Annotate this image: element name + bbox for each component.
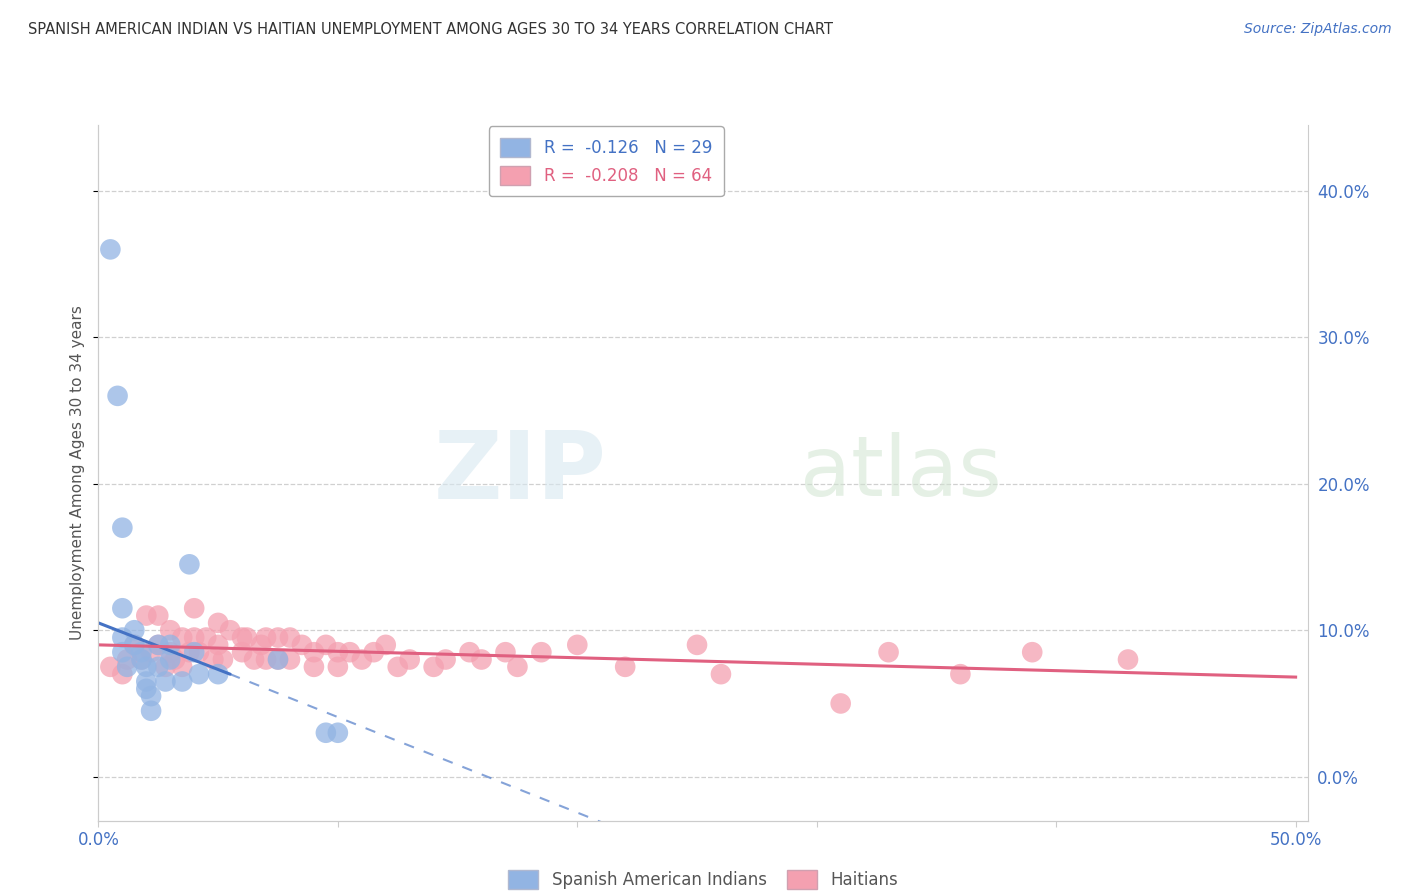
Point bbox=[107, 389, 129, 403]
Point bbox=[202, 652, 225, 666]
Point bbox=[291, 638, 314, 652]
Point bbox=[131, 652, 153, 666]
Point bbox=[614, 660, 637, 674]
Point bbox=[398, 652, 420, 666]
Point bbox=[949, 667, 972, 681]
Point bbox=[155, 660, 177, 674]
Point bbox=[111, 667, 134, 681]
Point bbox=[422, 660, 444, 674]
Point bbox=[267, 652, 290, 666]
Point bbox=[111, 645, 134, 659]
Point bbox=[278, 631, 301, 645]
Point bbox=[172, 660, 194, 674]
Point bbox=[830, 697, 852, 711]
Point bbox=[710, 667, 733, 681]
Point bbox=[243, 652, 266, 666]
Point bbox=[111, 521, 134, 535]
Point bbox=[135, 608, 157, 623]
Point bbox=[159, 624, 181, 638]
Point bbox=[183, 631, 205, 645]
Point bbox=[326, 660, 349, 674]
Point bbox=[231, 645, 253, 659]
Point bbox=[278, 652, 301, 666]
Point bbox=[139, 689, 162, 703]
Point bbox=[267, 631, 290, 645]
Point bbox=[434, 652, 457, 666]
Point bbox=[159, 652, 181, 666]
Point bbox=[183, 645, 205, 659]
Point bbox=[374, 638, 396, 652]
Point bbox=[135, 681, 157, 696]
Point bbox=[100, 243, 122, 257]
Point bbox=[172, 631, 194, 645]
Text: atlas: atlas bbox=[800, 433, 1001, 513]
Point bbox=[179, 645, 201, 659]
Point bbox=[212, 652, 235, 666]
Point bbox=[506, 660, 529, 674]
Point bbox=[124, 638, 146, 652]
Point bbox=[302, 660, 325, 674]
Point bbox=[159, 638, 181, 652]
Point bbox=[326, 645, 349, 659]
Point bbox=[159, 645, 181, 659]
Point bbox=[148, 608, 170, 623]
Point bbox=[135, 660, 157, 674]
Text: SPANISH AMERICAN INDIAN VS HAITIAN UNEMPLOYMENT AMONG AGES 30 TO 34 YEARS CORREL: SPANISH AMERICAN INDIAN VS HAITIAN UNEMP… bbox=[28, 22, 834, 37]
Point bbox=[111, 631, 134, 645]
Point bbox=[315, 725, 337, 739]
Point bbox=[267, 652, 290, 666]
Point bbox=[530, 645, 553, 659]
Point bbox=[115, 660, 138, 674]
Point bbox=[686, 638, 709, 652]
Point bbox=[458, 645, 481, 659]
Point bbox=[236, 631, 259, 645]
Point bbox=[148, 638, 170, 652]
Point bbox=[339, 645, 361, 659]
Point bbox=[188, 645, 211, 659]
Point bbox=[195, 631, 218, 645]
Point bbox=[207, 638, 229, 652]
Point bbox=[124, 624, 146, 638]
Point bbox=[148, 638, 170, 652]
Point bbox=[254, 652, 277, 666]
Point bbox=[350, 652, 373, 666]
Point bbox=[139, 704, 162, 718]
Text: Source: ZipAtlas.com: Source: ZipAtlas.com bbox=[1244, 22, 1392, 37]
Point bbox=[124, 638, 146, 652]
Point bbox=[219, 624, 242, 638]
Point bbox=[131, 645, 153, 659]
Point bbox=[387, 660, 409, 674]
Point bbox=[148, 660, 170, 674]
Point bbox=[207, 615, 229, 630]
Legend: Spanish American Indians, Haitians: Spanish American Indians, Haitians bbox=[502, 863, 904, 892]
Point bbox=[315, 638, 337, 652]
Y-axis label: Unemployment Among Ages 30 to 34 years: Unemployment Among Ages 30 to 34 years bbox=[70, 305, 86, 640]
Point bbox=[254, 631, 277, 645]
Point bbox=[250, 638, 273, 652]
Point bbox=[139, 645, 162, 659]
Point bbox=[163, 652, 186, 666]
Point bbox=[188, 667, 211, 681]
Point bbox=[183, 601, 205, 615]
Point bbox=[877, 645, 900, 659]
Point bbox=[1021, 645, 1043, 659]
Point bbox=[172, 674, 194, 689]
Point bbox=[326, 725, 349, 739]
Point bbox=[470, 652, 492, 666]
Point bbox=[1116, 652, 1139, 666]
Point bbox=[100, 660, 122, 674]
Point bbox=[302, 645, 325, 659]
Point bbox=[207, 667, 229, 681]
Point bbox=[115, 652, 138, 666]
Point bbox=[131, 652, 153, 666]
Point bbox=[111, 601, 134, 615]
Point bbox=[363, 645, 385, 659]
Point bbox=[495, 645, 517, 659]
Point bbox=[135, 674, 157, 689]
Text: ZIP: ZIP bbox=[433, 426, 606, 519]
Point bbox=[179, 558, 201, 572]
Point bbox=[567, 638, 589, 652]
Point bbox=[231, 631, 253, 645]
Point bbox=[155, 674, 177, 689]
